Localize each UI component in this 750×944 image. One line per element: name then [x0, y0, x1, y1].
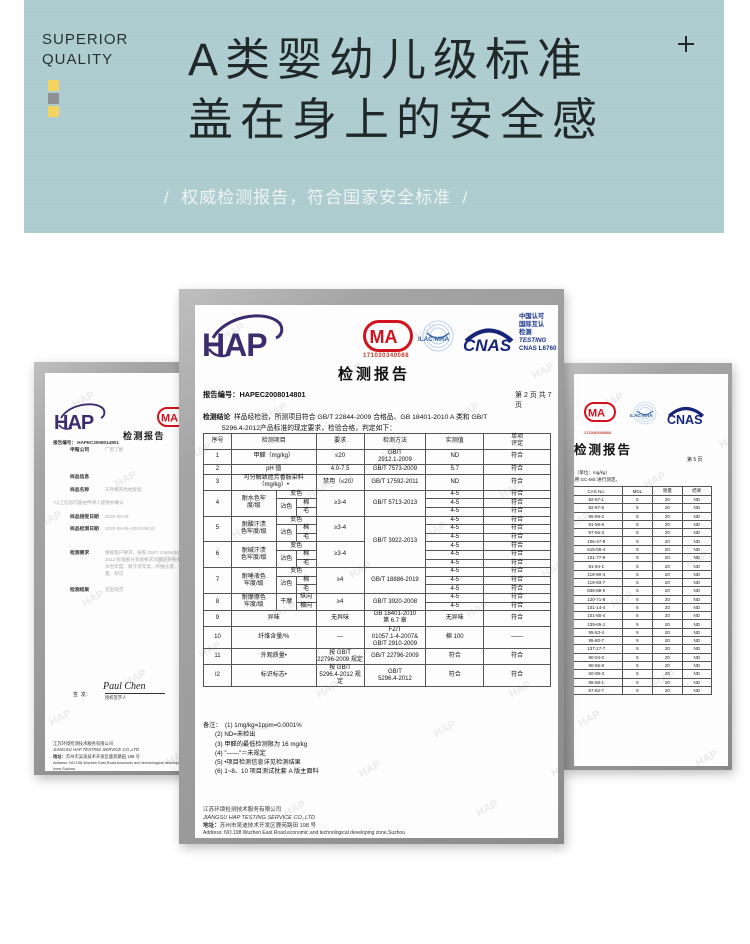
svg-text:ILAC-MRA: ILAC-MRA	[630, 413, 653, 418]
svg-text:HAP: HAP	[55, 412, 94, 433]
svg-text:CNAS: CNAS	[463, 336, 512, 354]
svg-text:MA: MA	[588, 408, 605, 420]
svg-text:MA: MA	[370, 327, 398, 347]
svg-text:CNAS: CNAS	[667, 413, 702, 426]
svg-text:HAP: HAP	[203, 327, 267, 363]
svg-text:ILAC-MRA: ILAC-MRA	[418, 336, 450, 343]
svg-text:MA: MA	[161, 413, 178, 425]
